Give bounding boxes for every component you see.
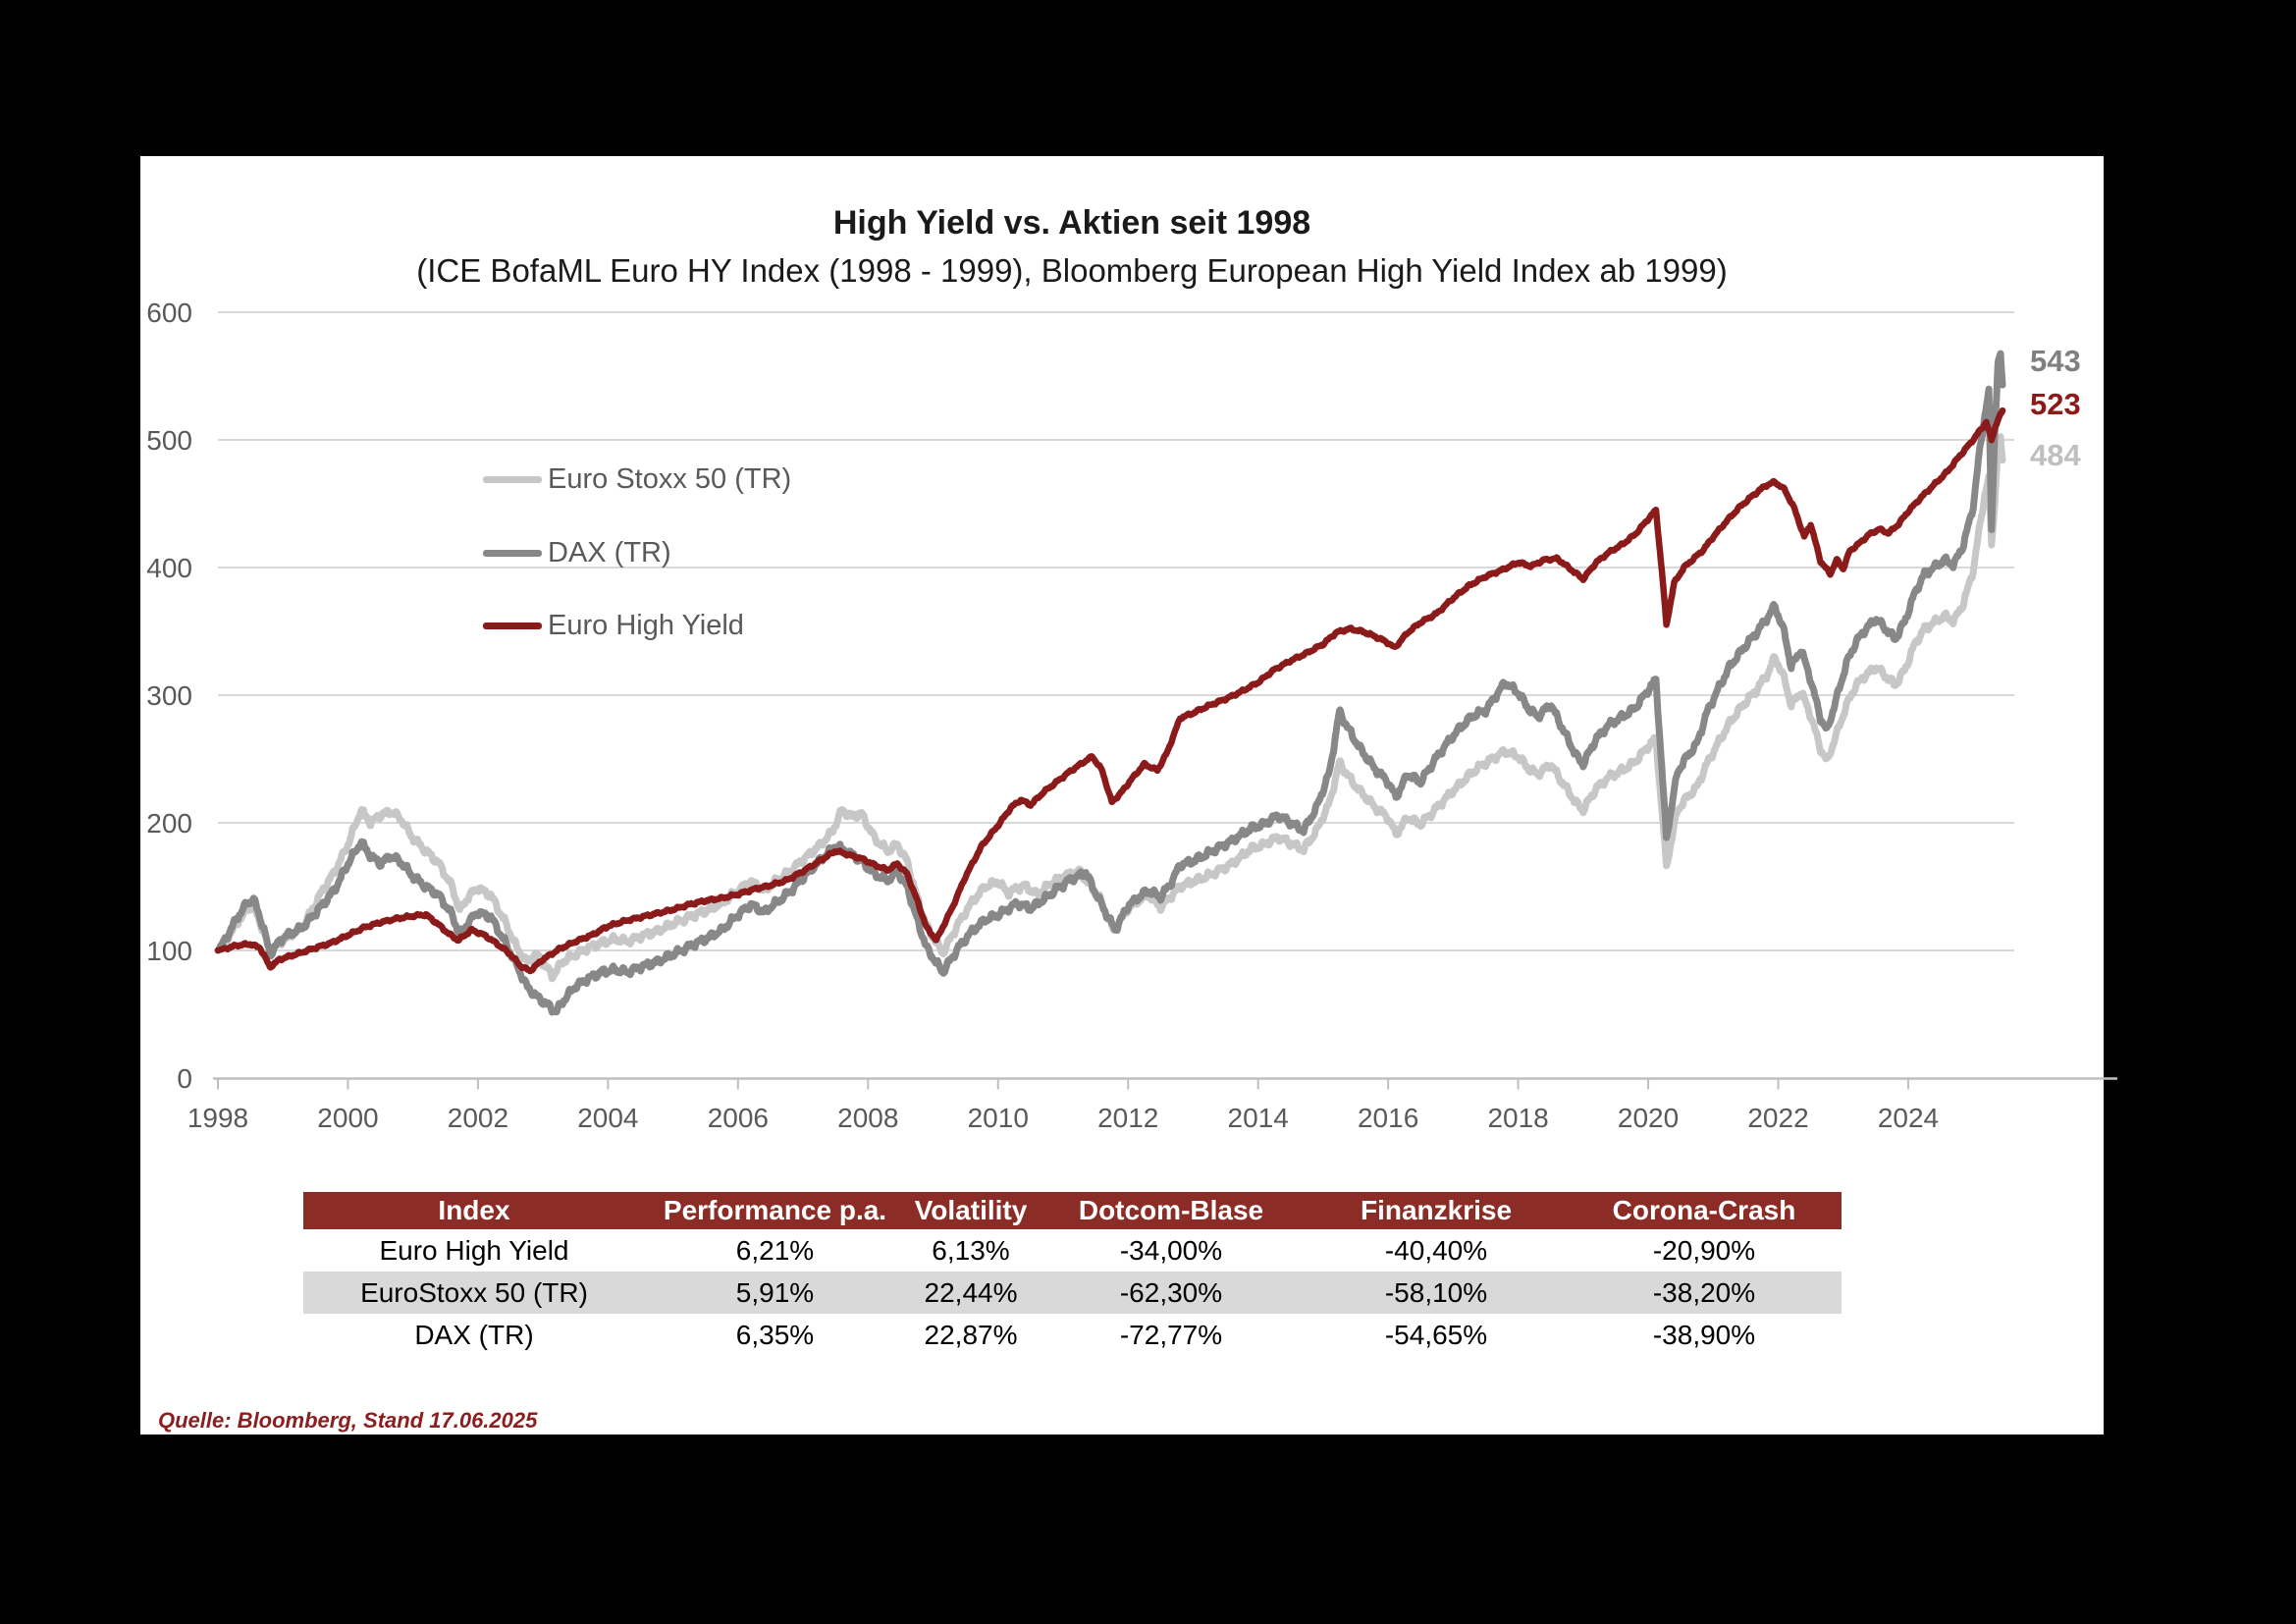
legend-item-dax: DAX (TR) <box>483 536 671 569</box>
legend-label: Euro High Yield <box>548 609 744 641</box>
dax-line-swatch <box>483 549 542 557</box>
legend-label: Euro Stoxx 50 (TR) <box>548 462 792 495</box>
table-row-dax: DAX (TR) 6,35% 22,87% -72,77% -54,65% -3… <box>303 1314 1842 1356</box>
chart-title: High Yield vs. Aktien seit 1998 <box>832 204 1311 242</box>
table-row-eurohighyield: Euro High Yield 6,21% 6,13% -34,00% -40,… <box>303 1229 1842 1272</box>
chart-subtitle: (ICE BofaML Euro HY Index (1998 - 1999),… <box>416 252 1728 289</box>
source-note: Quelle: Bloomberg, Stand 17.06.2025 <box>158 1408 538 1433</box>
legend-item-eurohighyield: Euro High Yield <box>483 609 744 642</box>
column-header-performance: Performance p.a. <box>645 1192 905 1229</box>
table-header-row: Index Performance p.a. Volatility Dotcom… <box>303 1192 1842 1229</box>
cell-finanzkrise: -40,40% <box>1384 1234 1488 1266</box>
legend-item-eurostoxx: Euro Stoxx 50 (TR) <box>483 462 791 496</box>
cell-volatility: 22,44% <box>905 1272 1037 1314</box>
table-row-eurostoxx: EuroStoxx 50 (TR) 5,91% 22,44% -62,30% -… <box>303 1272 1842 1314</box>
column-header-volatility: Volatility <box>905 1192 1037 1229</box>
cell-performance: 6,21% <box>735 1234 815 1266</box>
cell-corona: -38,90% <box>1652 1319 1756 1350</box>
end-value-eurostoxx: 484 <box>2030 438 2081 472</box>
cell-corona: -38,20% <box>1567 1272 1842 1314</box>
column-header-corona: Corona-Crash <box>1567 1192 1842 1229</box>
end-value-dax: 543 <box>2030 344 2081 378</box>
cell-dotcom: -72,77% <box>1119 1319 1223 1350</box>
column-header-index: Index <box>303 1192 645 1229</box>
cell-corona: -20,90% <box>1652 1234 1756 1266</box>
end-value-eurohighyield: 523 <box>2030 387 2081 421</box>
cell-performance: 6,35% <box>735 1319 815 1350</box>
cell-index-name: Euro High Yield <box>379 1234 569 1266</box>
legend-label: DAX (TR) <box>548 536 671 568</box>
cell-dotcom: -62,30% <box>1037 1272 1306 1314</box>
cell-finanzkrise: -54,65% <box>1384 1319 1488 1350</box>
cell-volatility: 6,13% <box>932 1234 1010 1266</box>
cell-dotcom: -34,00% <box>1119 1234 1223 1266</box>
column-header-finanzkrise: Finanzkrise <box>1306 1192 1567 1229</box>
cell-volatility: 22,87% <box>924 1319 1018 1350</box>
cell-index-name: EuroStoxx 50 (TR) <box>303 1272 645 1314</box>
eurostoxx-line-swatch <box>483 475 542 483</box>
performance-table: Index Performance p.a. Volatility Dotcom… <box>303 1192 1842 1356</box>
eurohighyield-line-swatch <box>483 622 542 629</box>
cell-index-name: DAX (TR) <box>414 1319 534 1350</box>
column-header-dotcom: Dotcom-Blase <box>1037 1192 1306 1229</box>
cell-performance: 5,91% <box>645 1272 905 1314</box>
cell-finanzkrise: -58,10% <box>1306 1272 1567 1314</box>
